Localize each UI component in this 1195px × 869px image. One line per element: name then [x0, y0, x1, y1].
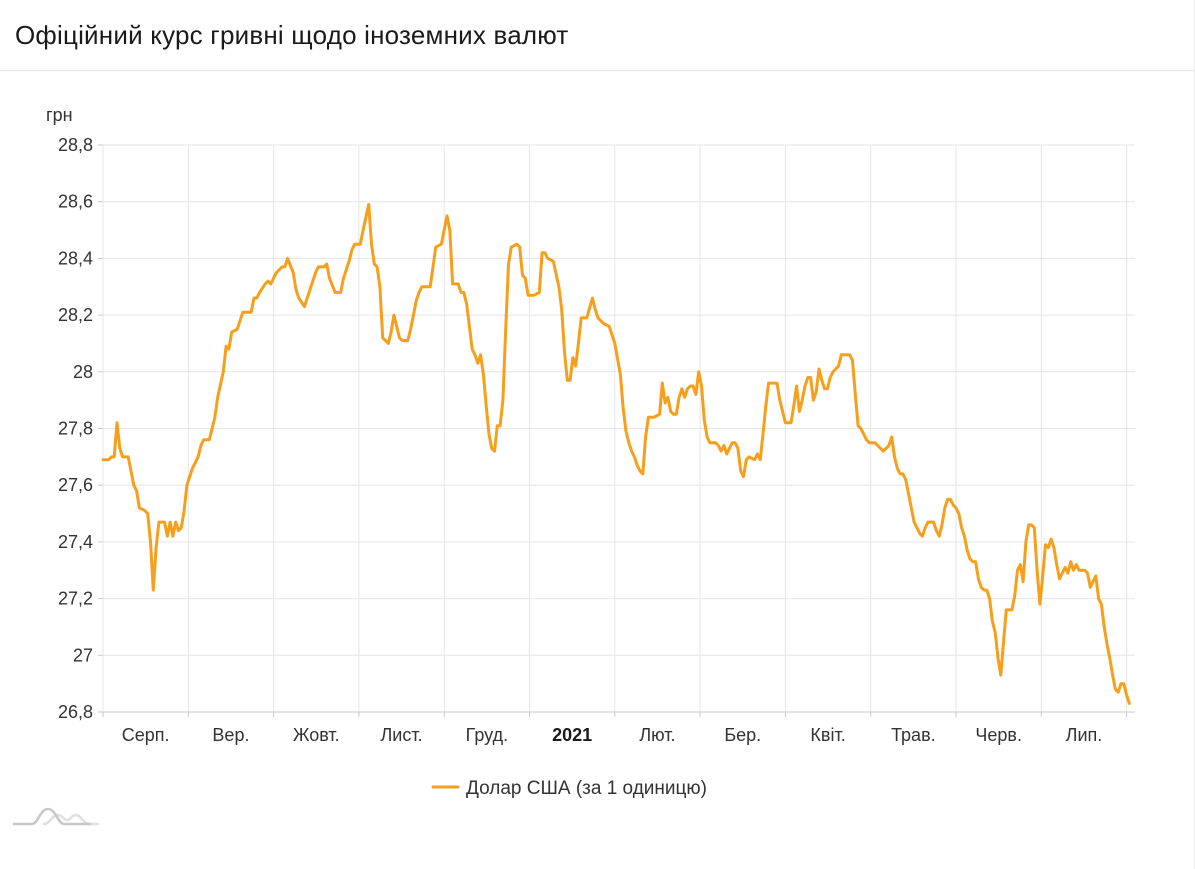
x-tick-label: 2021 [552, 725, 592, 745]
y-tick-label: 27,6 [58, 475, 93, 495]
x-tick-label: Вер. [212, 725, 249, 745]
legend-label: Долар США (за 1 одиницю) [466, 778, 707, 799]
x-tick-label: Черв. [975, 725, 1022, 745]
x-tick-label: Лист. [380, 725, 422, 745]
x-tick-label: Серп. [122, 725, 170, 745]
x-tick-label: Бер. [724, 725, 761, 745]
page-title: Офіційний курс гривні щодо іноземних вал… [15, 19, 569, 50]
x-tick-label: Трав. [891, 725, 936, 745]
y-axis-unit-label: грн [46, 105, 73, 125]
y-tick-label: 28,6 [58, 192, 93, 212]
y-tick-label: 27,8 [58, 419, 93, 439]
y-tick-label: 27,2 [58, 589, 93, 609]
y-tick-label: 28,2 [58, 305, 93, 325]
waves-chart-logo-icon [12, 807, 100, 826]
y-grid-and-labels: 26,8 27 27,2 27,4 27,6 27,8 28 28,2 28,4 28,6 28,8 [58, 135, 1135, 722]
legend-item-usd[interactable]: Долар США (за 1 одиницю) [431, 778, 707, 799]
x-tick-label: Лип. [1066, 725, 1103, 745]
x-tick-label: Груд. [466, 725, 508, 745]
x-grid-and-labels: Серп. Вер. Жовт. Лист. Груд. 2021 Лют. Бер. Квіт… [102, 145, 1128, 745]
series-line-usd[interactable] [101, 203, 1131, 705]
y-tick-label: 28,4 [58, 248, 93, 268]
x-tick-label: Жовт. [293, 725, 340, 745]
x-tick-label: Квіт. [810, 725, 845, 745]
y-tick-label: 28 [73, 362, 93, 382]
x-tick-label: Лют. [639, 725, 675, 745]
y-tick-label: 26,8 [58, 702, 93, 722]
y-tick-label: 28,8 [58, 135, 93, 155]
y-tick-label: 27 [73, 645, 93, 665]
chart-header: Офіційний курс гривні щодо іноземних вал… [0, 0, 1194, 71]
y-tick-label: 27,4 [58, 532, 93, 552]
